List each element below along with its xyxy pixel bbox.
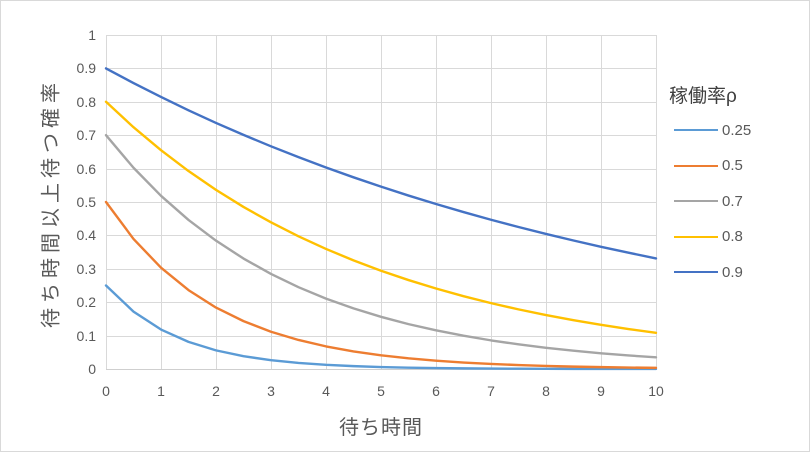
- y-tick-label: 0.2: [76, 294, 96, 311]
- legend-line-marker: [674, 129, 718, 131]
- x-tick-label: 1: [157, 383, 165, 399]
- x-tick-label: 2: [212, 383, 220, 399]
- legend-line-marker: [674, 271, 718, 273]
- y-tick-label: 0.8: [76, 93, 96, 110]
- legend-entry-label: 0.7: [722, 192, 743, 210]
- y-tick-label: 0.9: [76, 60, 96, 77]
- x-tick-label: 0: [102, 383, 110, 399]
- x-tick-label: 10: [648, 383, 664, 399]
- x-tick-label: 9: [597, 383, 605, 399]
- x-tick-label: 3: [267, 383, 275, 399]
- legend-entry-0.25: 0.25: [667, 119, 751, 141]
- legend: 稼働率ρ 0.25 0.5 0.7 0.8 0.9: [667, 81, 807, 281]
- legend-line-marker: [674, 235, 718, 238]
- x-tick-label: 7: [487, 383, 495, 399]
- x-axis-title: 待ち時間: [339, 417, 423, 439]
- series-line-0.25: [104, 284, 658, 371]
- x-tick-label: 8: [542, 383, 550, 399]
- legend-entry-0.9: 0.9: [667, 261, 743, 283]
- y-tick-label: 0.4: [76, 227, 96, 244]
- y-tick-label: 1: [88, 27, 96, 43]
- y-tick-label: 0: [88, 361, 96, 377]
- y-tick-label: 0.3: [76, 260, 96, 277]
- legend-entry-0.5: 0.5: [667, 155, 743, 177]
- legend-entry-0.8: 0.8: [667, 226, 743, 248]
- legend-line-marker: [674, 164, 718, 167]
- legend-title: 稼働率ρ: [669, 86, 737, 107]
- x-tick-label: 6: [432, 383, 440, 399]
- legend-line-marker: [674, 200, 718, 202]
- x-tick-label: 5: [377, 383, 385, 399]
- y-tick-label: 0.5: [76, 194, 96, 210]
- y-tick-label: 0.1: [76, 327, 96, 344]
- series-line-0.8: [104, 100, 658, 335]
- legend-entry-label: 0.5: [722, 157, 743, 174]
- legend-entry-label: 0.25: [722, 121, 752, 139]
- y-tick-label: 0.6: [76, 160, 96, 177]
- series-line-0.5: [104, 200, 658, 370]
- y-axis-title: 待ち時間以上待つ確率: [40, 78, 63, 328]
- y-tick-label: 0.7: [76, 127, 96, 144]
- legend-entry-0.7: 0.7: [667, 190, 743, 212]
- series-line-0.9: [104, 67, 658, 260]
- legend-entry-label: 0.8: [722, 228, 743, 245]
- x-tick-label: 4: [322, 383, 330, 399]
- legend-entry-label: 0.9: [722, 263, 743, 281]
- series-line-0.7: [104, 133, 658, 359]
